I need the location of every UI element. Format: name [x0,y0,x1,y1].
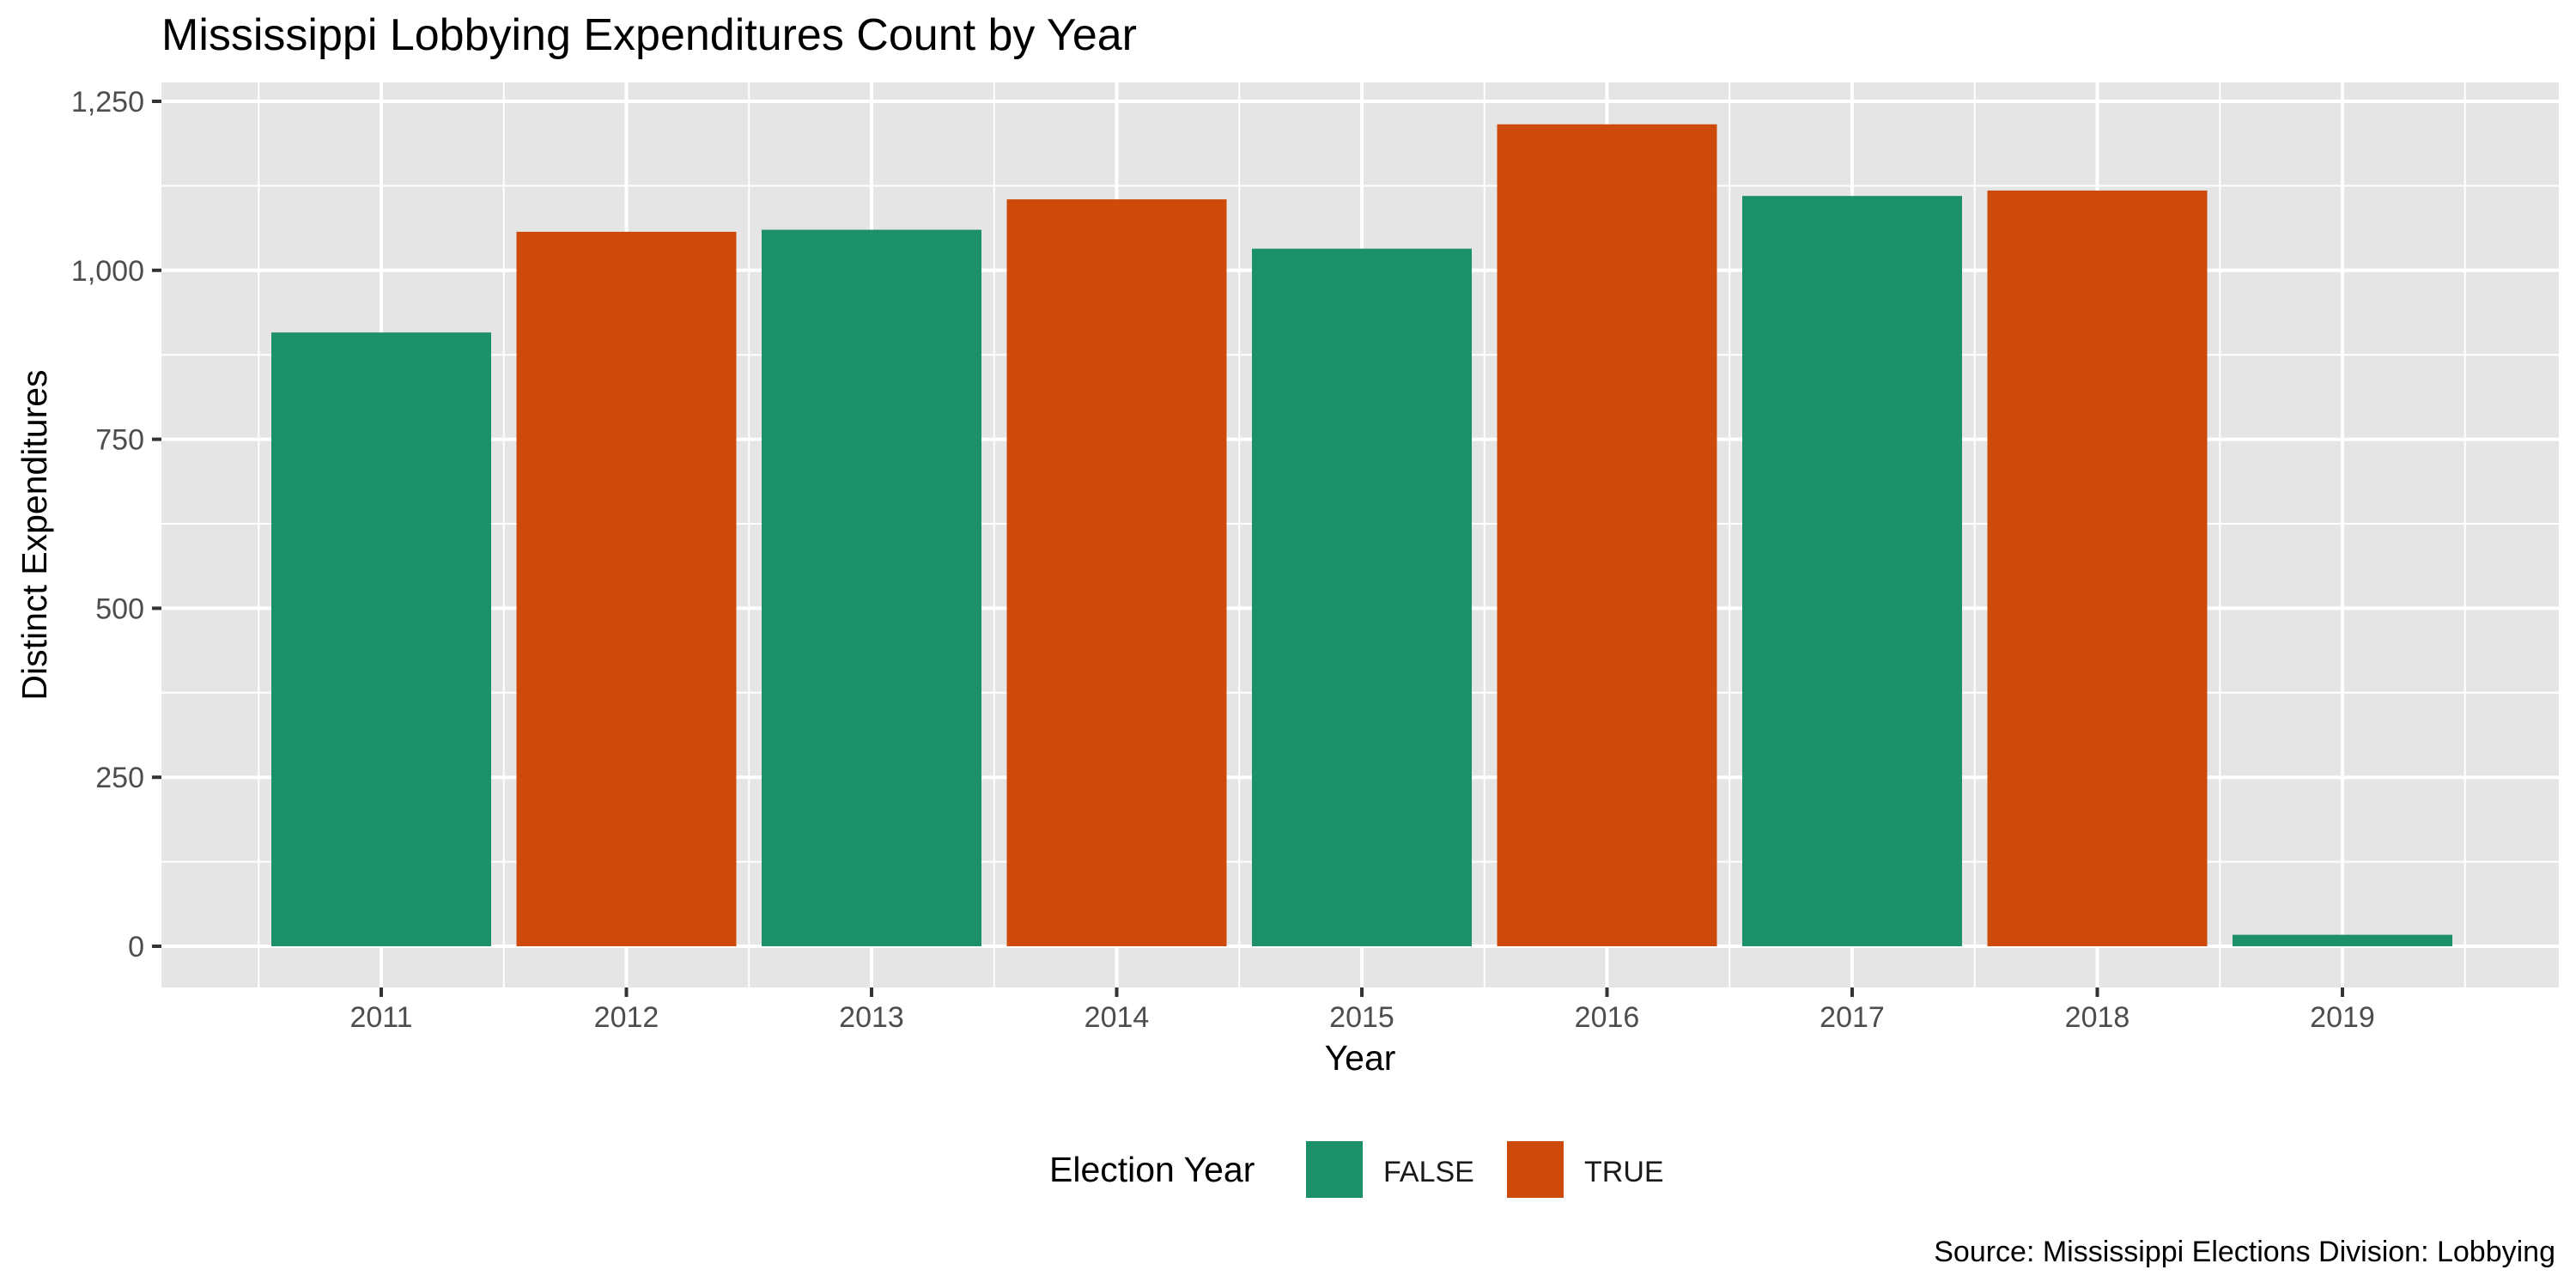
y-tick-label: 250 [95,762,144,794]
y-tick-label: 750 [95,424,144,457]
bar-2015 [1252,248,1472,946]
x-tick-label: 2018 [2065,1001,2130,1034]
bar-2017 [1742,196,1962,946]
chart-caption: Source: Mississippi Elections Division: … [1934,1236,2555,1268]
x-tick-label: 2019 [2310,1001,2375,1034]
legend-label-true: TRUE [1584,1156,1664,1188]
x-tick-label: 2011 [349,1001,412,1034]
bar-2018 [1987,190,2208,946]
y-tick-label: 0 [128,931,144,963]
x-tick-label: 2014 [1084,1001,1150,1034]
bar-2014 [1006,199,1227,947]
bar-2012 [516,231,737,947]
bar-2013 [762,229,981,946]
x-tick-label: 2017 [1820,1001,1885,1034]
x-tick-label: 2016 [1575,1001,1640,1034]
y-axis-title: Distinct Expenditures [15,369,54,700]
x-axis-title: Year [1325,1038,1396,1078]
bar-2019 [2233,934,2452,946]
x-tick-label: 2012 [594,1001,659,1034]
legend-label-false: FALSE [1383,1156,1474,1188]
x-tick-label: 2015 [1329,1001,1394,1034]
legend-key-true [1507,1141,1564,1198]
legend-title: Election Year [1049,1150,1255,1189]
x-axis: 2011 2012 2013 2014 2015 2016 2017 2018 2019 [349,987,2375,1034]
bar-2016 [1497,124,1717,947]
bar-2011 [271,332,491,946]
y-axis: 0 250 500 750 1,000 1,250 [71,86,161,963]
bars-layer [271,124,2452,947]
chart-title: Mississippi Lobbying Expenditures Count … [161,10,1137,60]
y-tick-label: 500 [95,592,144,625]
y-tick-label: 1,250 [71,86,144,118]
legend-key-false [1306,1141,1363,1198]
x-tick-label: 2013 [839,1001,904,1034]
y-tick-label: 1,000 [71,255,144,288]
legend: Election Year FALSE TRUE [1049,1141,1664,1198]
